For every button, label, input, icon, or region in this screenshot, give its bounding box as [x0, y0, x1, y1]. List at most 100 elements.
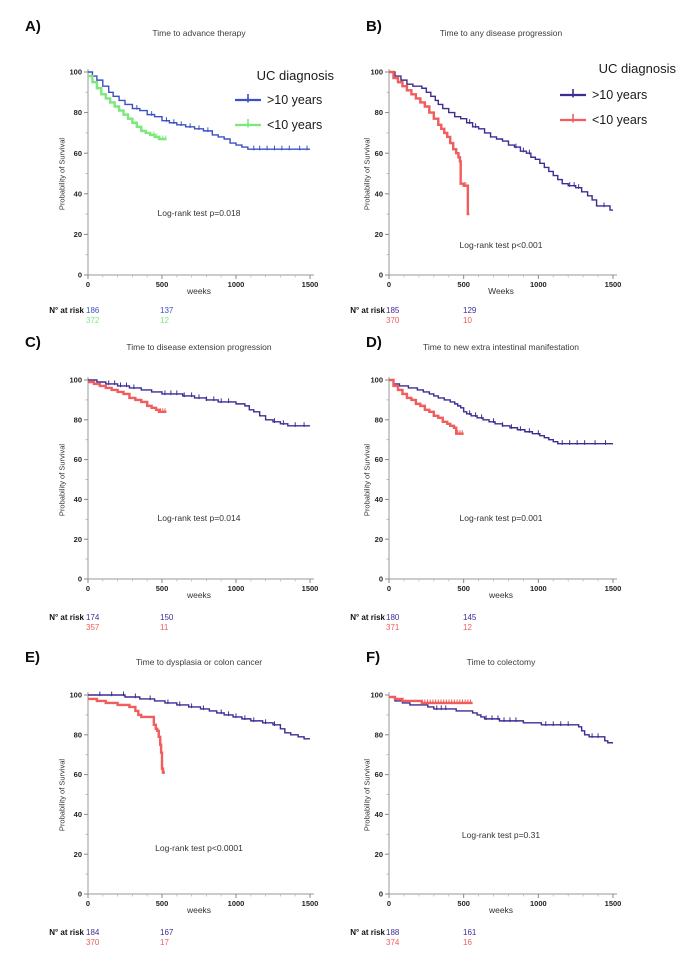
- natrisk-value: 11: [160, 623, 169, 632]
- svg-text:80: 80: [74, 108, 82, 117]
- svg-text:UC diagnosis: UC diagnosis: [257, 68, 335, 83]
- panel-a-title: Time to advance therapy: [152, 28, 246, 38]
- svg-text:100: 100: [370, 691, 383, 700]
- natrisk-value: 161: [463, 928, 477, 937]
- svg-text:40: 40: [375, 810, 383, 819]
- panel-a-natrisk-label: N° at risk: [49, 306, 84, 315]
- panel-d-pvalue: Log-rank test p=0.001: [459, 513, 543, 523]
- natrisk-value: 137: [160, 306, 174, 315]
- panel-c-label: C): [25, 334, 41, 351]
- panel-b-natrisk-label: N° at risk: [350, 306, 385, 315]
- natrisk-value: 129: [463, 306, 477, 315]
- svg-text:100: 100: [69, 691, 82, 700]
- svg-text:40: 40: [375, 495, 383, 504]
- panel-b: B) Time to any disease progression Proba…: [341, 0, 682, 330]
- natrisk-value: 370: [86, 938, 100, 947]
- svg-text:40: 40: [375, 189, 383, 198]
- natrisk-value: 180: [386, 613, 400, 622]
- natrisk-value: 145: [463, 613, 477, 622]
- panel-e-ylabel: Probability of Survival: [57, 758, 67, 832]
- panel-b-title: Time to any disease progression: [439, 28, 563, 38]
- svg-text:0: 0: [379, 271, 383, 280]
- panel-e: E) Time to dysplasia or colon cancer Pro…: [0, 645, 341, 965]
- natrisk-value: 150: [160, 613, 174, 622]
- svg-text:80: 80: [375, 415, 383, 424]
- svg-text:80: 80: [74, 730, 82, 739]
- panel-f: F) Time to colectomy Probability of Surv…: [341, 645, 682, 965]
- svg-text:20: 20: [74, 535, 82, 544]
- panel-e-pvalue: Log-rank test p<0.0001: [155, 843, 243, 853]
- panel-d-title: Time to new extra intestinal manifestati…: [422, 342, 580, 352]
- panel-f-natrisk-label: N° at risk: [350, 928, 385, 937]
- svg-text:60: 60: [74, 149, 82, 158]
- panel-c-xlabel: weeks: [186, 590, 212, 600]
- panel-c-pvalue: Log-rank test p=0.014: [157, 513, 241, 523]
- natrisk-value: 174: [86, 613, 100, 622]
- svg-text:60: 60: [375, 149, 383, 158]
- svg-text:40: 40: [74, 810, 82, 819]
- svg-text:100: 100: [69, 376, 82, 385]
- panel-b-ylabel: Probability of Survival: [362, 137, 372, 211]
- svg-text:60: 60: [74, 455, 82, 464]
- natrisk-value: 17: [160, 938, 169, 947]
- panel-f-ylabel: Probability of Survival: [362, 758, 372, 832]
- panel-c-natrisk-label: N° at risk: [49, 613, 84, 622]
- svg-text:60: 60: [375, 455, 383, 464]
- natrisk-value: 372: [86, 316, 100, 325]
- svg-text:100: 100: [69, 68, 82, 77]
- panel-f-pvalue: Log-rank test p=0.31: [461, 830, 541, 840]
- svg-text:0: 0: [379, 890, 383, 899]
- svg-text:>10 years: >10 years: [267, 93, 322, 107]
- svg-text:80: 80: [375, 108, 383, 117]
- panel-e-title: Time to dysplasia or colon cancer: [135, 657, 263, 667]
- svg-text:100: 100: [370, 376, 383, 385]
- panel-a-xlabel: weeks: [186, 286, 212, 296]
- panel-d-ylabel: Probability of Survival: [362, 443, 372, 517]
- panel-c-title: Time to disease extension progression: [126, 342, 272, 352]
- natrisk-value: 185: [386, 306, 400, 315]
- svg-text:20: 20: [74, 230, 82, 239]
- natrisk-value: 186: [86, 306, 100, 315]
- natrisk-value: 12: [160, 316, 169, 325]
- svg-text:40: 40: [74, 495, 82, 504]
- panel-b-label: B): [366, 18, 382, 35]
- natrisk-value: 371: [386, 623, 400, 632]
- svg-text:40: 40: [74, 189, 82, 198]
- natrisk-value: 10: [463, 316, 472, 325]
- panel-a-label: A): [25, 18, 41, 35]
- svg-text:60: 60: [74, 770, 82, 779]
- svg-text:80: 80: [74, 415, 82, 424]
- svg-text:20: 20: [375, 230, 383, 239]
- panel-f-xlabel: weeks: [488, 905, 514, 915]
- svg-text:80: 80: [375, 730, 383, 739]
- panel-e-natrisk-label: N° at risk: [49, 928, 84, 937]
- svg-text:20: 20: [375, 535, 383, 544]
- svg-text:0: 0: [78, 575, 82, 584]
- panel-d-natrisk-label: N° at risk: [350, 613, 385, 622]
- svg-text:20: 20: [375, 850, 383, 859]
- svg-text:0: 0: [379, 575, 383, 584]
- svg-text:>10 years: >10 years: [592, 88, 647, 102]
- svg-text:0: 0: [78, 271, 82, 280]
- natrisk-value: 370: [386, 316, 400, 325]
- natrisk-value: 12: [463, 623, 472, 632]
- svg-text:100: 100: [370, 68, 383, 77]
- svg-text:20: 20: [74, 850, 82, 859]
- svg-text:<10 years: <10 years: [267, 118, 322, 132]
- natrisk-value: 167: [160, 928, 174, 937]
- svg-text:<10 years: <10 years: [592, 113, 647, 127]
- natrisk-value: 188: [386, 928, 400, 937]
- panel-a: A) Time to advance therapy Probability o…: [0, 0, 341, 330]
- panel-b-pvalue: Log-rank test p<0.001: [459, 240, 543, 250]
- panel-c-ylabel: Probability of Survival: [57, 443, 67, 517]
- natrisk-value: 374: [386, 938, 400, 947]
- svg-text:UC diagnosis: UC diagnosis: [599, 61, 677, 76]
- panel-d: D) Time to new extra intestinal manifest…: [341, 330, 682, 645]
